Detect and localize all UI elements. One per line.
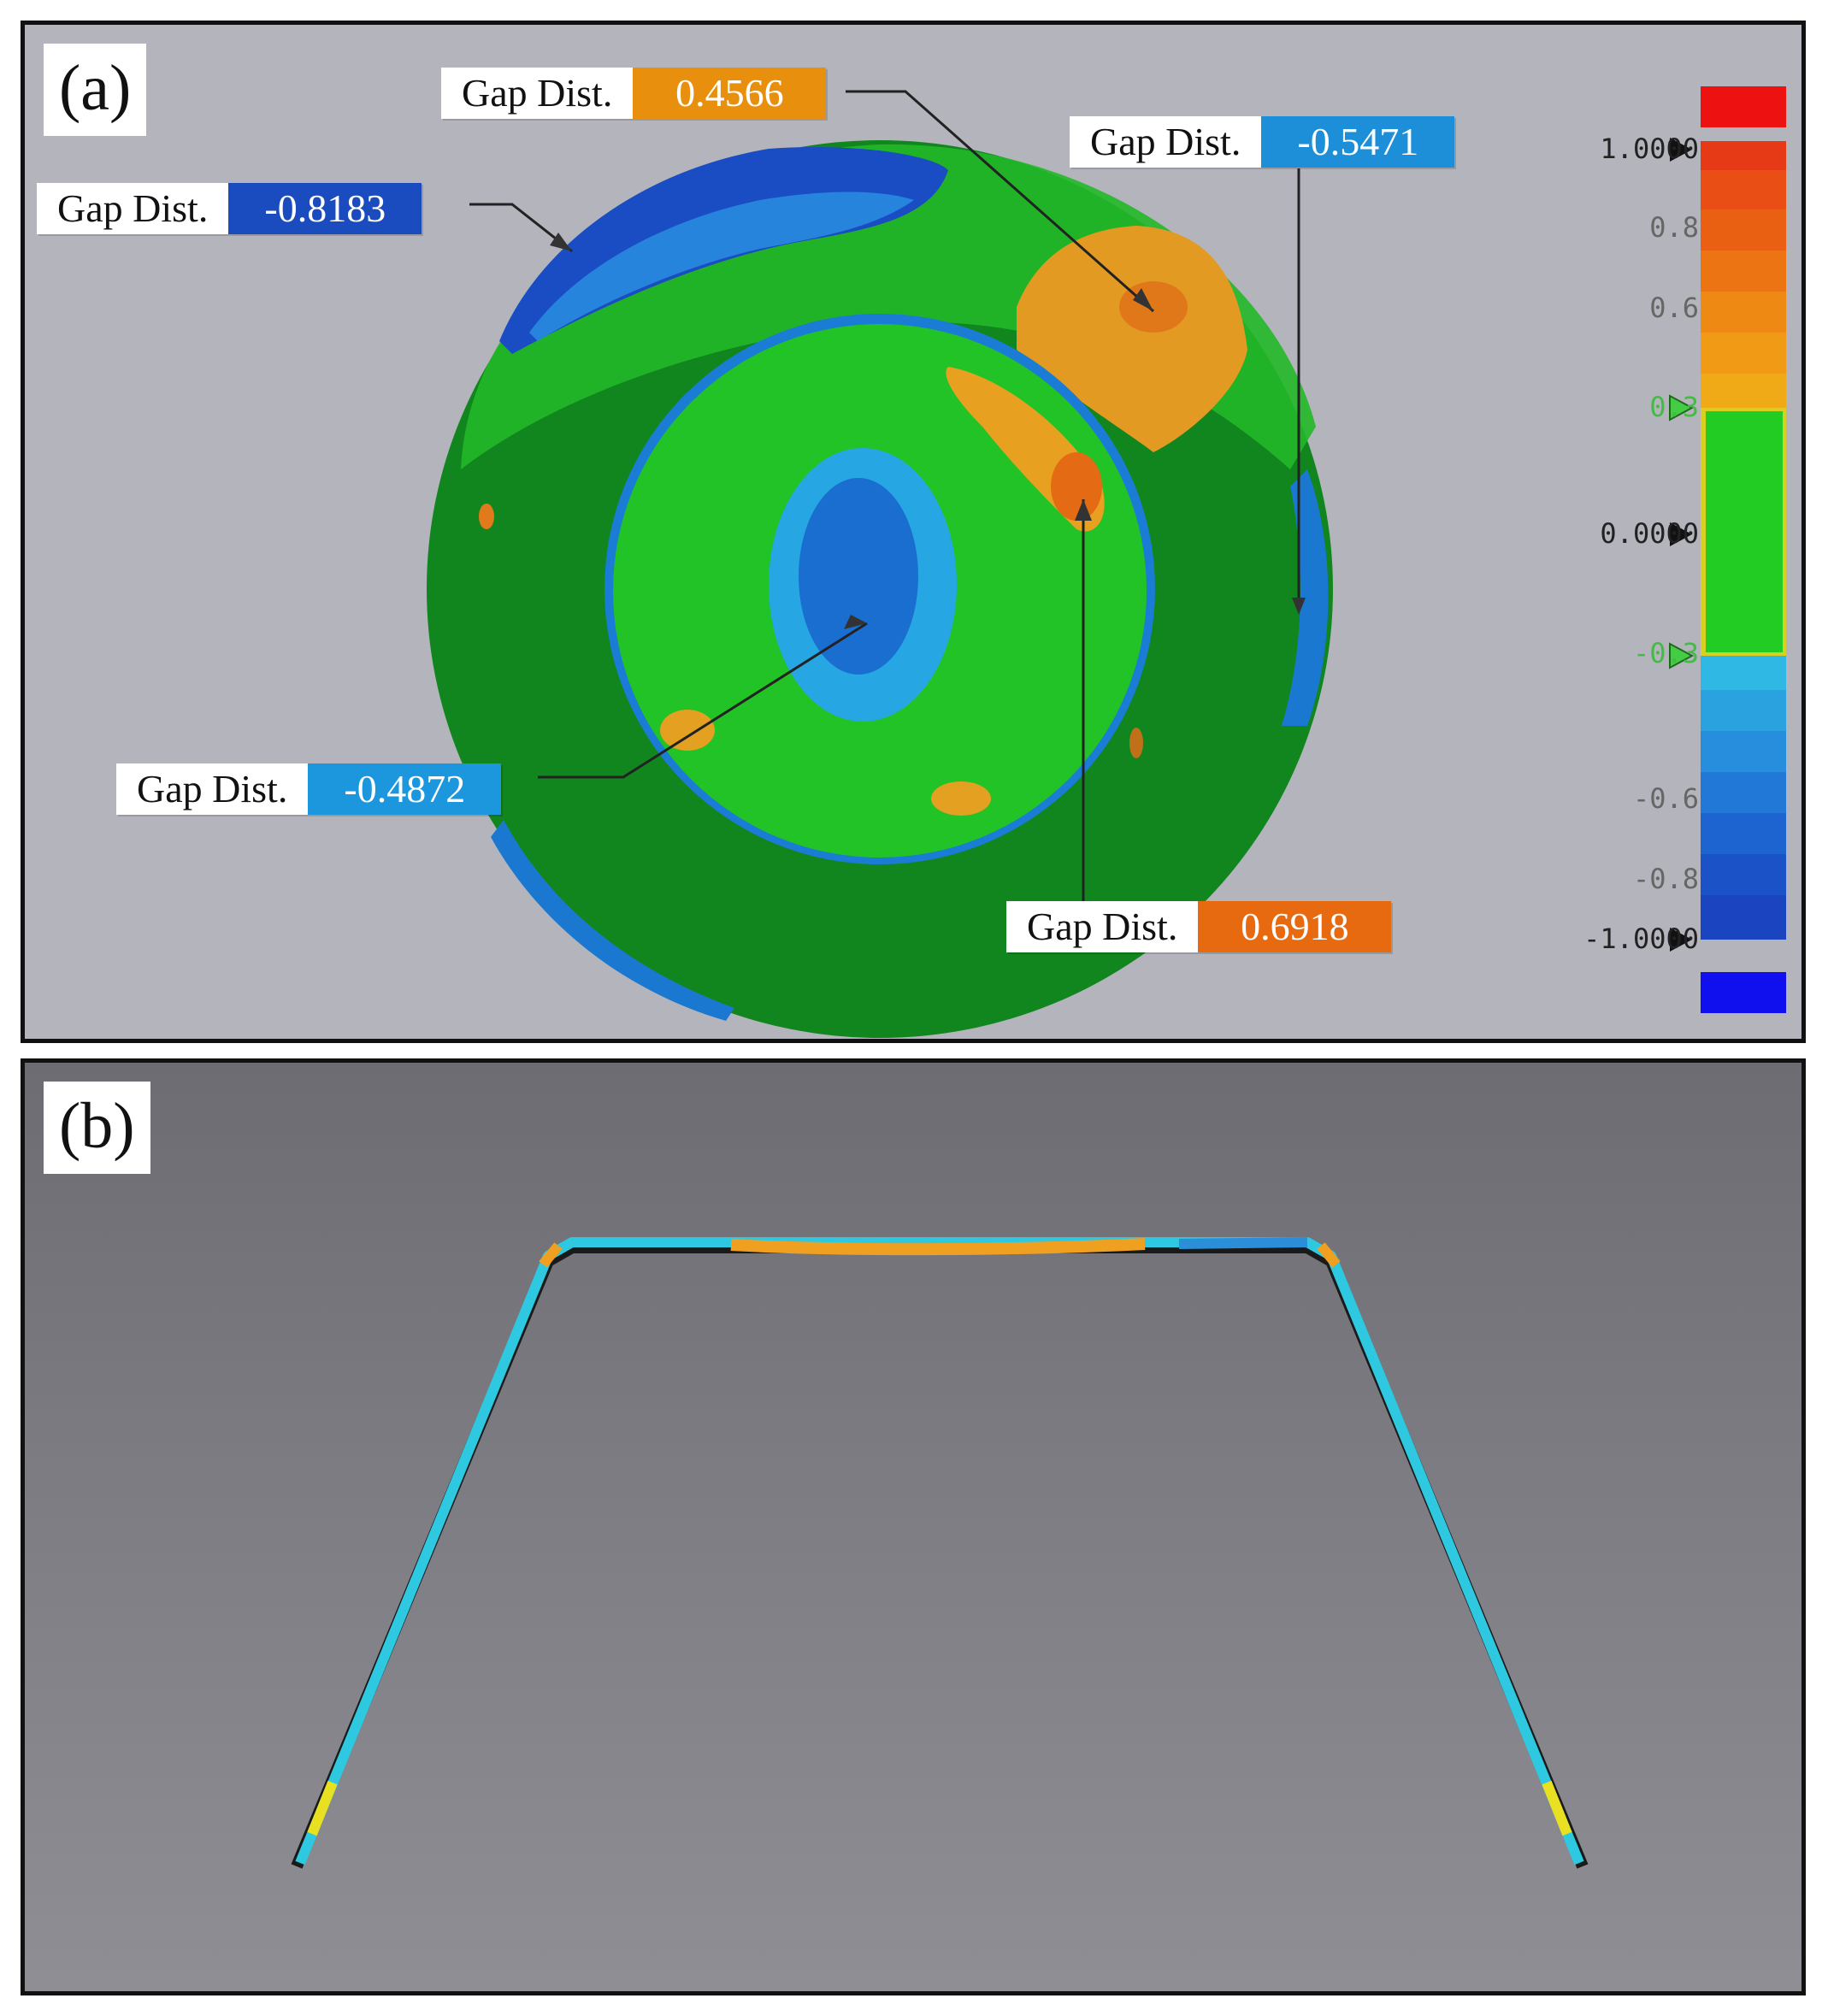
gap-callout-label: Gap Dist.	[1070, 116, 1262, 168]
scale-tick: -0.6	[1632, 782, 1699, 815]
profile-line	[295, 1237, 1584, 1866]
orange-dot-right	[1129, 728, 1143, 758]
scale-band	[1701, 854, 1786, 895]
scale-marker-upper-tol	[1669, 394, 1695, 421]
profile-corner-left	[539, 1242, 563, 1268]
scale-band	[1701, 895, 1786, 940]
scale-band	[1701, 170, 1786, 209]
gap-callout-06918: Gap Dist. 0.6918	[1006, 901, 1392, 952]
panel-a-label: (a)	[44, 44, 147, 136]
scale-tick: 1.0000	[1600, 133, 1699, 165]
orange-hotspot-upper	[1119, 281, 1188, 333]
orange-blob-left	[660, 710, 715, 751]
scale-band	[1701, 251, 1786, 292]
orange-hotspot-inner	[1051, 452, 1102, 521]
scale-band	[1701, 292, 1786, 333]
orange-blob-bottom	[931, 781, 991, 816]
gap-callout-value: 0.4566	[633, 68, 827, 119]
scale-tick: 0.6	[1649, 292, 1699, 324]
arrowhead-04872	[844, 615, 867, 629]
cross-section-view	[291, 1237, 1589, 1869]
inner-blue-core	[799, 478, 918, 675]
scale-tick: -0.3	[1632, 637, 1699, 669]
leader-line-04566	[846, 90, 1154, 313]
scale-tick: -1.0000	[1583, 923, 1699, 955]
gap-callout-label: Gap Dist.	[441, 68, 634, 119]
scale-tick: 0.3	[1649, 391, 1699, 423]
panel-b: (b)	[21, 1058, 1806, 1995]
gap-callout-label: Gap Dist.	[37, 183, 229, 234]
profile-yellow-tip-right	[1542, 1780, 1572, 1836]
leader-arrowheads	[550, 233, 1306, 629]
profile-orange-segment	[730, 1238, 1146, 1256]
scale-band	[1701, 656, 1786, 690]
profile-shadow	[291, 1241, 1589, 1869]
gap-callout-value: -0.8183	[228, 183, 422, 234]
gap-callout-04872: Gap Dist. -0.4872	[116, 763, 502, 815]
panel-a: (a) Gap Dist. 0.4566 Gap Dist. -0.5471 G…	[21, 21, 1806, 1043]
gap-callout-04566: Gap Dist. 0.4566	[441, 68, 827, 119]
scale-band	[1701, 731, 1786, 772]
scale-under-swatch	[1701, 972, 1786, 1013]
gap-callout-value: -0.4872	[308, 763, 502, 815]
leader-line-08183	[469, 203, 573, 253]
gap-callout-value: 0.6918	[1198, 901, 1392, 952]
gap-callout-value: -0.5471	[1261, 116, 1455, 168]
blue-edge-band	[529, 192, 914, 341]
scale-band	[1701, 209, 1786, 251]
scale-tick: 0.8	[1649, 211, 1699, 244]
scale-band	[1701, 333, 1786, 374]
scale-band	[1701, 690, 1786, 731]
scale-marker-min	[1670, 928, 1692, 952]
profile-yellow-tip-left	[307, 1780, 338, 1836]
gap-callout-label: Gap Dist.	[116, 763, 309, 815]
scale-tick: -0.8	[1632, 863, 1699, 895]
scale-marker-zero	[1670, 522, 1692, 546]
color-scale-bar	[1669, 86, 1786, 1013]
gap-callout-05471: Gap Dist. -0.5471	[1070, 116, 1455, 168]
arrowhead-05471	[1292, 598, 1306, 615]
arrowhead-06918	[1075, 499, 1092, 521]
leader-line-04872	[538, 622, 868, 779]
scale-band	[1701, 772, 1786, 813]
panel-b-label: (b)	[44, 1082, 150, 1174]
gap-callout-08183: Gap Dist. -0.8183	[37, 183, 422, 234]
bottom-blue-edge	[491, 820, 734, 1021]
arrowhead-08183	[550, 233, 572, 251]
orange-dot-left	[479, 504, 494, 529]
gap-callout-label: Gap Dist.	[1006, 901, 1199, 952]
profile-blue-segment	[1178, 1237, 1308, 1249]
scale-band	[1701, 813, 1786, 854]
scale-tick: 0.0000	[1600, 517, 1699, 550]
deviation-map	[427, 86, 1786, 1038]
arrowhead-04566	[1133, 288, 1153, 311]
scale-tolerance-band	[1706, 411, 1783, 652]
scale-marker-lower-tol	[1669, 642, 1695, 669]
scale-band	[1701, 374, 1786, 408]
scale-over-swatch	[1701, 86, 1786, 127]
scale-marker-max	[1670, 138, 1692, 162]
scale-band	[1701, 141, 1786, 170]
profile-corner-right	[1317, 1242, 1341, 1268]
